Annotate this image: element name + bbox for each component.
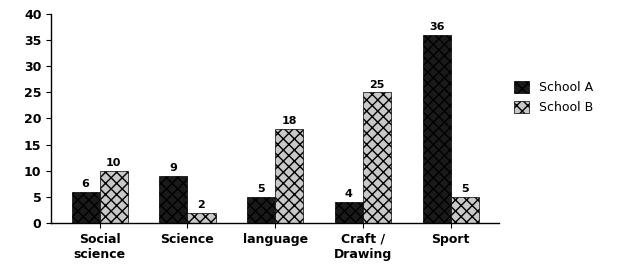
Text: 9: 9 xyxy=(170,163,177,173)
Text: 25: 25 xyxy=(369,79,385,89)
Text: 6: 6 xyxy=(82,179,90,189)
Bar xyxy=(275,129,303,223)
Bar xyxy=(363,92,391,223)
Text: 4: 4 xyxy=(345,190,353,199)
Bar xyxy=(451,197,479,223)
Bar xyxy=(72,192,100,223)
Bar xyxy=(159,176,188,223)
Text: 18: 18 xyxy=(282,116,297,126)
Text: 5: 5 xyxy=(257,184,265,194)
Bar xyxy=(100,171,128,223)
Legend: School A, School B: School A, School B xyxy=(510,77,596,118)
Bar xyxy=(247,197,275,223)
Bar xyxy=(188,213,216,223)
Text: 5: 5 xyxy=(461,184,468,194)
Bar xyxy=(422,35,451,223)
Bar xyxy=(335,202,363,223)
Text: 2: 2 xyxy=(198,200,205,210)
Text: 10: 10 xyxy=(106,158,122,168)
Text: 36: 36 xyxy=(429,22,444,32)
